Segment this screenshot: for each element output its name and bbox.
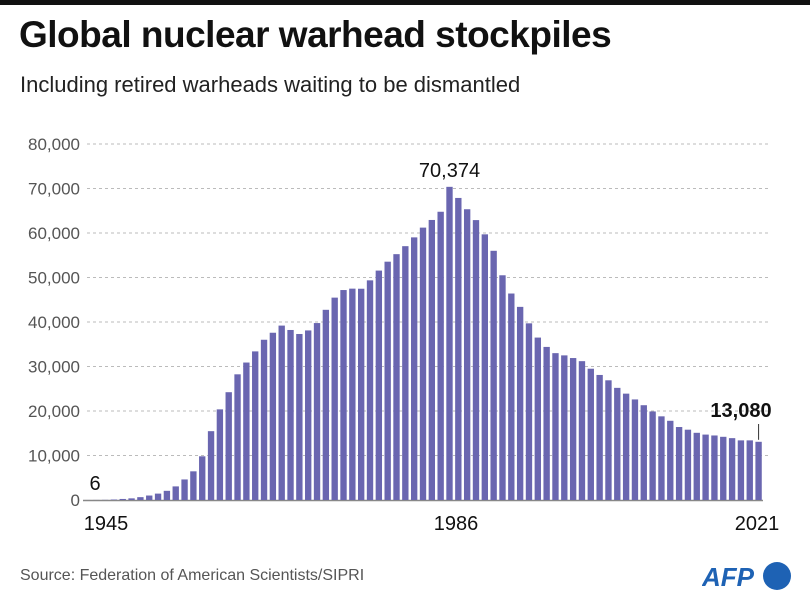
- y-tick-label: 40,000: [28, 313, 80, 332]
- afp-logo-circle: [763, 562, 791, 590]
- bar-2007: [631, 399, 639, 500]
- chart-subtitle: Including retired warheads waiting to be…: [20, 72, 521, 97]
- bar-2000: [569, 358, 577, 500]
- bar-1988: [463, 209, 471, 500]
- bar-1987: [455, 197, 462, 500]
- bar-1995: [525, 323, 533, 500]
- bar-2015: [702, 434, 709, 500]
- bar-1956: [181, 479, 188, 500]
- bar-1972: [322, 309, 330, 500]
- bar-1989: [472, 220, 480, 500]
- bar-1981: [402, 246, 409, 500]
- bar-2016: [711, 435, 718, 500]
- bar-2004: [605, 380, 612, 500]
- bar-1993: [508, 293, 515, 500]
- x-tick-label: 1986: [434, 513, 479, 535]
- bar-1964: [252, 351, 259, 500]
- y-tick-label: 0: [71, 491, 80, 510]
- bar-2020: [746, 440, 753, 500]
- bar-1985: [437, 211, 444, 500]
- bar-1990: [481, 234, 488, 500]
- bar-1974: [340, 290, 347, 500]
- bar-1971: [313, 323, 321, 500]
- bar-1973: [331, 297, 338, 500]
- bar-1999: [561, 355, 568, 500]
- bar-1968: [287, 329, 294, 500]
- bar-1997: [543, 346, 550, 500]
- bar-1951: [137, 497, 144, 500]
- y-tick-label: 50,000: [28, 269, 80, 288]
- bar-1952: [146, 495, 153, 500]
- bar-2001: [578, 361, 586, 500]
- bar-1994: [516, 306, 524, 500]
- bar-2021: [755, 441, 762, 500]
- top-bar: [0, 0, 810, 5]
- bar-2002: [587, 368, 594, 500]
- bar-2018: [728, 438, 736, 500]
- y-tick-label: 60,000: [28, 224, 80, 243]
- bar-1991: [490, 250, 497, 500]
- bar-1979: [384, 261, 391, 500]
- bar-1978: [375, 270, 383, 500]
- y-tick-label: 20,000: [28, 402, 80, 421]
- bar-1962: [234, 374, 241, 500]
- bar-1949: [119, 498, 126, 500]
- y-tick-label: 10,000: [28, 447, 80, 466]
- bar-1992: [499, 275, 506, 500]
- bar-1983: [419, 227, 427, 501]
- bar-2012: [675, 427, 683, 500]
- bar-1954: [163, 490, 171, 500]
- bar-2003: [596, 374, 603, 500]
- annotation-label: 6: [89, 473, 100, 495]
- annotation-label: 13,080: [710, 400, 771, 422]
- bar-1957: [190, 471, 197, 500]
- bar-1963: [243, 362, 250, 500]
- bar-2005: [614, 387, 621, 500]
- y-tick-label: 70,000: [28, 180, 80, 199]
- bar-1961: [225, 392, 232, 500]
- bar-1980: [393, 254, 400, 500]
- bar-2014: [693, 432, 700, 500]
- chart-title: Global nuclear warhead stockpiles: [19, 14, 612, 55]
- bar-1953: [154, 493, 162, 500]
- annotation-label: 70,374: [419, 160, 480, 182]
- bar-2008: [640, 405, 647, 500]
- bar-1955: [172, 486, 179, 500]
- bar-1965: [260, 339, 268, 500]
- bar-2017: [720, 436, 727, 500]
- afp-logo-text: AFP: [702, 562, 755, 591]
- y-tick-label: 80,000: [28, 135, 80, 154]
- bar-1969: [296, 333, 303, 500]
- bar-2006: [622, 393, 630, 500]
- x-tick-label: 2021: [735, 513, 780, 535]
- bar-1958: [199, 456, 206, 500]
- source-note: Source: Federation of American Scientist…: [20, 567, 365, 584]
- bar-1984: [428, 219, 436, 500]
- x-tick-label: 1945: [84, 513, 129, 535]
- bar-2013: [684, 429, 692, 500]
- bar-1960: [216, 409, 224, 500]
- bar-1996: [534, 337, 541, 500]
- bar-1970: [305, 330, 312, 500]
- bar-1982: [410, 237, 418, 501]
- bar-2009: [649, 411, 656, 500]
- bar-2011: [667, 420, 674, 500]
- bar-1959: [207, 431, 215, 500]
- y-tick-label: 30,000: [28, 358, 80, 377]
- afp-logo: AFP: [702, 562, 791, 591]
- bar-1975: [349, 288, 356, 500]
- bar-1976: [358, 288, 365, 500]
- bar-1966: [269, 332, 277, 500]
- bar-1967: [278, 325, 285, 500]
- bar-1998: [552, 353, 559, 500]
- bar-1950: [128, 498, 135, 500]
- bar-2010: [658, 416, 665, 500]
- bar-1986: [446, 186, 453, 500]
- bar-2019: [737, 440, 745, 500]
- bar-1977: [366, 280, 374, 500]
